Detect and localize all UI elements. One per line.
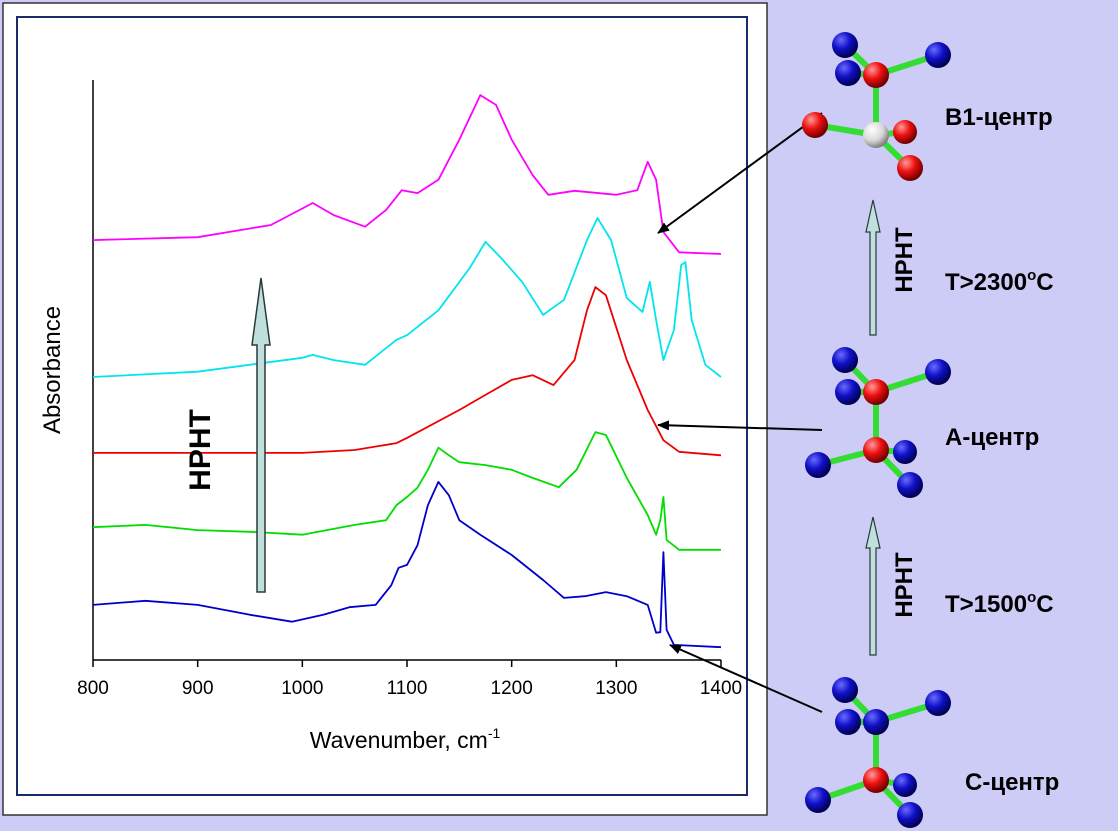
x-tick-label: 1200 [491, 678, 533, 699]
page: {"chart_data": { "type": "line", "x_labe… [0, 0, 1118, 831]
molecule-b1 [802, 32, 951, 181]
molecule-a [805, 347, 951, 498]
x-tick-label: 1300 [595, 678, 637, 699]
center-label: A-центр [945, 424, 1039, 451]
hpht-arrow [866, 517, 880, 655]
hpht-arrow [866, 200, 880, 335]
temperature-label: T>2300oC [945, 267, 1054, 296]
x-axis-label: Wavenumber, cm-1 [310, 725, 501, 753]
center-label: B1-центр [945, 104, 1053, 131]
hpht-label: HPHT [891, 552, 918, 618]
x-tick-label: 900 [182, 678, 214, 699]
x-tick-label: 800 [77, 678, 109, 699]
figure: Absorbance Wavenumber, cm-1 HPHT HPHT HP… [0, 0, 1118, 831]
y-axis-label: Absorbance [39, 306, 66, 434]
x-tick-label: 1100 [387, 678, 428, 699]
hpht-label: HPHT [184, 409, 217, 491]
center-label: C-центр [965, 769, 1059, 796]
molecule-c [805, 677, 951, 828]
plot-panel [3, 3, 767, 815]
x-tick-label: 1000 [281, 678, 323, 699]
hpht-label: HPHT [891, 227, 918, 293]
temperature-label: T>1500oC [945, 589, 1054, 618]
x-tick-label: 1400 [700, 678, 742, 699]
